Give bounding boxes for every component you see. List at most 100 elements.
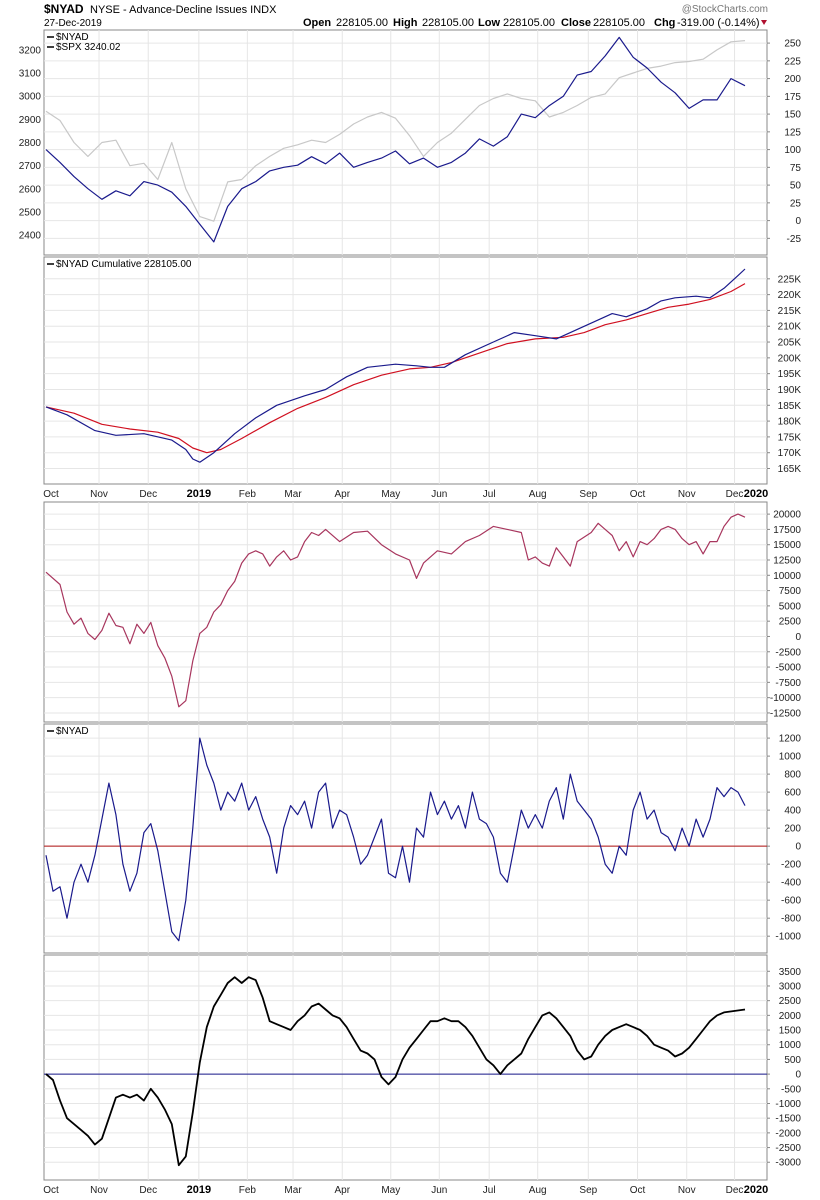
open-label: Open — [303, 17, 331, 29]
y-tick-label: 2000 — [779, 1011, 802, 1022]
y-tick-label: 170K — [778, 448, 802, 459]
down-arrow-icon — [761, 20, 767, 25]
panel-ratio: 20000 17500 15000 12500 10000 7500 5000 2500 0 -2… — [43, 501, 802, 723]
close-label: Close — [561, 17, 591, 29]
chg-label: Chg — [654, 17, 675, 29]
series-line--nyad-cumulative-228105-00 — [45, 268, 746, 463]
x-tick-label: Jul — [483, 1185, 496, 1196]
y-tick-label: -1500 — [775, 1114, 801, 1125]
x-tick-label: Aug — [529, 1185, 547, 1196]
watermark: @StockCharts.com — [682, 4, 768, 15]
y-tick-label: 215K — [778, 306, 802, 317]
y-tick-label: 1500 — [779, 1026, 802, 1037]
y-tick-label: -25 — [787, 234, 802, 245]
y-tick-label: 1000 — [779, 1040, 802, 1051]
y-tick-label: -600 — [781, 896, 801, 907]
y-left-tick-label: 2900 — [19, 115, 42, 126]
series-line-ratio — [45, 513, 746, 708]
y-tick-label: 3000 — [779, 981, 802, 992]
x-tick-label: Oct — [630, 1185, 646, 1196]
y-tick-label: 225 — [784, 56, 801, 67]
series-line-summation — [45, 976, 746, 1167]
x-tick-label: Nov — [90, 1185, 108, 1196]
x-tick-label: Dec — [726, 1185, 744, 1196]
x-tick-label: Apr — [334, 1185, 350, 1196]
legend-label: $NYAD — [56, 32, 89, 43]
y-left-tick-label: 2500 — [19, 207, 42, 218]
chart-panels: 2502252001751501251007550250-25320031003… — [19, 29, 802, 1196]
y-tick-label: 800 — [784, 770, 801, 781]
panel-frame — [43, 29, 768, 256]
series-line--nyad — [45, 36, 746, 243]
y-tick-label: 12500 — [773, 556, 801, 567]
y-tick-label: -400 — [781, 878, 801, 889]
x-tick-label: 2019 — [187, 488, 211, 500]
high-value: 228105.00 — [422, 17, 474, 29]
y-tick-label: -2000 — [775, 1128, 801, 1139]
y-tick-label: 3500 — [779, 967, 802, 978]
x-tick-label: Nov — [90, 489, 108, 500]
x-tick-label: Sep — [579, 1185, 597, 1196]
x-tick-label: Dec — [726, 489, 744, 500]
y-tick-label: 200 — [784, 824, 801, 835]
y-tick-label: -10000 — [770, 693, 802, 704]
x-tick-label: Sep — [579, 489, 597, 500]
panel-frame — [43, 501, 768, 723]
y-tick-label: 25 — [790, 198, 802, 209]
y-tick-label: 1200 — [779, 734, 802, 745]
y-left-tick-label: 2400 — [19, 231, 42, 242]
y-tick-label: 0 — [795, 632, 801, 643]
x-tick-label: Oct — [43, 489, 59, 500]
panel-price: 2502252001751501251007550250-25320031003… — [19, 29, 802, 256]
y-tick-label: 150 — [784, 110, 801, 121]
x-tick-label: Dec — [139, 1185, 157, 1196]
y-tick-label: 500 — [784, 1055, 801, 1066]
chg-value: -319.00 (-0.14%) — [677, 17, 760, 29]
x-tick-label: Mar — [284, 1185, 302, 1196]
y-left-tick-label: 2600 — [19, 184, 42, 195]
x-tick-label: Nov — [678, 1185, 696, 1196]
close-value: 228105.00 — [593, 17, 645, 29]
y-tick-label: 0 — [795, 216, 801, 227]
x-tick-label: Oct — [630, 489, 646, 500]
y-tick-label: 100 — [784, 145, 801, 156]
y-tick-label: 185K — [778, 401, 802, 412]
low-label: Low — [478, 17, 500, 29]
series-line--spx-3240-02 — [45, 40, 746, 222]
y-left-tick-label: 2700 — [19, 161, 42, 172]
x-tick-label: Feb — [239, 1185, 257, 1196]
symbol-label: $NYAD — [44, 2, 84, 16]
y-tick-label: 175K — [778, 432, 802, 443]
open-value: 228105.00 — [336, 17, 388, 29]
symbol-description: NYSE - Advance-Decline Issues INDX — [90, 4, 277, 16]
y-tick-label: 0 — [795, 1070, 801, 1081]
panel-summation: 3500 3000 2500 2000 1500 1000 500 0 -500 -1000 -15… — [43, 954, 802, 1196]
y-tick-label: 2500 — [779, 996, 802, 1007]
y-tick-label: -5000 — [775, 663, 801, 674]
y-tick-label: -200 — [781, 860, 801, 871]
x-tick-label: 2019 — [187, 1184, 211, 1196]
x-tick-label: Feb — [239, 489, 257, 500]
high-label: High — [393, 17, 418, 29]
legend-label: $SPX 3240.02 — [56, 42, 121, 53]
low-value: 228105.00 — [503, 17, 555, 29]
panel-oscillator: 1200 1000 800 600 400 200 0 -200 -400 -600 -800 -10… — [43, 723, 802, 954]
x-tick-label: 2020 — [744, 488, 768, 500]
x-tick-label: May — [381, 1185, 400, 1196]
x-tick-label: Oct — [43, 1185, 59, 1196]
y-tick-label: 7500 — [779, 586, 802, 597]
x-tick-label: Jul — [483, 489, 496, 500]
y-tick-label: -3000 — [775, 1158, 801, 1169]
y-tick-label: 200K — [778, 353, 802, 364]
y-tick-label: 175 — [784, 92, 801, 103]
y-tick-label: 1000 — [779, 752, 802, 763]
y-tick-label: 205K — [778, 338, 802, 349]
y-tick-label: 220K — [778, 290, 802, 301]
x-tick-label: Apr — [334, 489, 350, 500]
x-tick-label: Jun — [431, 489, 447, 500]
y-tick-label: -500 — [781, 1084, 801, 1095]
panel-cumulative: 225K 220K 215K 210K 205K 200K 195K 190K 185K 180K… — [43, 256, 802, 500]
legend-label: $NYAD — [56, 726, 89, 737]
panel-frame — [43, 723, 768, 954]
